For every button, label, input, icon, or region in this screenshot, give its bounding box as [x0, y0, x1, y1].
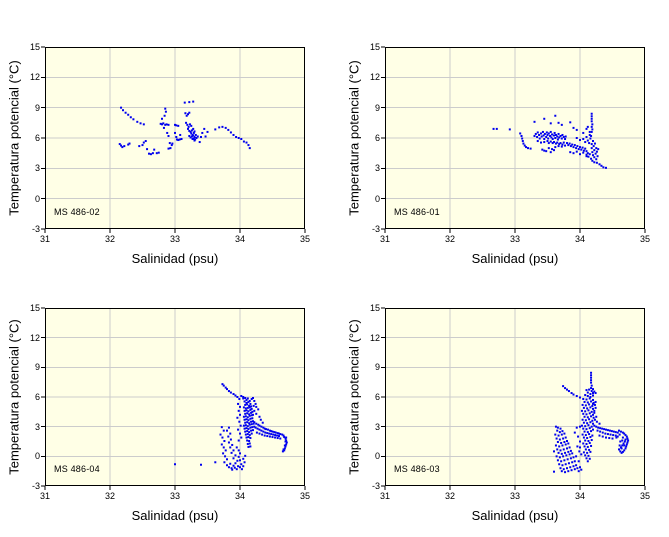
station-label: MS 486-04 [54, 464, 100, 474]
y-tick-label: 0 [34, 193, 40, 204]
y-tick-label: 12 [29, 72, 40, 83]
y-tick-label: 6 [34, 392, 40, 402]
station-label: MS 486-02 [54, 207, 100, 217]
x-tick-label: 32 [104, 491, 115, 501]
scatter-plot-canvas [381, 46, 646, 233]
x-tick-label: 35 [299, 234, 310, 244]
y-tick-label: 6 [34, 133, 40, 143]
y-tick-label: 9 [374, 362, 380, 373]
scatter-plot-canvas [41, 307, 306, 490]
y-tick-label: 9 [34, 102, 40, 113]
y-tick-label: 0 [374, 451, 380, 462]
panel-ms-486-02: Temperatura potencial (°C) Salinidad (ps… [7, 42, 311, 266]
x-tick-label: 35 [299, 491, 310, 501]
panel-ms-486-01: Temperatura potencial (°C) Salinidad (ps… [347, 42, 651, 266]
panel-ms-486-04: Temperatura potencial (°C) Salinidad (ps… [7, 303, 311, 523]
x-tick-label: 34 [574, 491, 585, 501]
station-label: MS 486-03 [394, 464, 440, 474]
y-tick-label: 3 [374, 421, 380, 432]
y-tick-label: 0 [374, 193, 380, 204]
panel-ms-486-03: Temperatura potencial (°C) Salinidad (ps… [347, 303, 651, 523]
x-tick-label: 31 [379, 491, 390, 501]
x-tick-label: 33 [169, 491, 180, 501]
x-tick-label: 35 [639, 234, 650, 244]
x-tick-label: 33 [509, 234, 520, 244]
x-tick-label: 31 [39, 234, 50, 244]
x-axis-title: Salinidad (psu) [131, 508, 219, 523]
scatter-plot-canvas [381, 307, 646, 490]
y-tick-label: 15 [29, 303, 40, 313]
y-tick-label: -3 [31, 481, 40, 491]
y-tick-label: 3 [34, 163, 40, 174]
y-tick-label: 6 [374, 133, 380, 143]
station-label: MS 486-01 [394, 207, 440, 217]
y-tick-label: 3 [34, 421, 40, 432]
x-axis-title: Salinidad (psu) [131, 251, 219, 266]
x-axis-title: Salinidad (psu) [471, 251, 559, 266]
x-tick-label: 31 [379, 234, 390, 244]
x-tick-label: 32 [444, 491, 455, 501]
x-tick-label: 34 [234, 491, 245, 501]
x-axis-title: Salinidad (psu) [471, 508, 559, 523]
y-tick-label: 15 [369, 42, 380, 52]
x-tick-label: 32 [444, 234, 455, 244]
y-tick-label: 15 [29, 42, 40, 52]
y-tick-label: 3 [374, 163, 380, 174]
x-tick-label: 34 [234, 234, 245, 244]
y-tick-label: 12 [369, 332, 380, 343]
y-tick-label: -3 [371, 481, 380, 491]
y-tick-label: 15 [369, 303, 380, 313]
x-tick-label: 34 [574, 234, 585, 244]
x-tick-label: 32 [104, 234, 115, 244]
y-tick-label: 12 [369, 72, 380, 83]
y-tick-label: 0 [34, 451, 40, 462]
scatter-plot-canvas [41, 46, 306, 233]
x-tick-label: 33 [509, 491, 520, 501]
y-tick-label: 9 [34, 362, 40, 373]
y-tick-label: 6 [374, 392, 380, 402]
x-tick-label: 33 [169, 234, 180, 244]
y-tick-label: -3 [371, 224, 380, 234]
x-tick-label: 31 [39, 491, 50, 501]
y-tick-label: 12 [29, 332, 40, 343]
x-tick-label: 35 [639, 491, 650, 501]
y-tick-label: -3 [31, 224, 40, 234]
y-tick-label: 9 [374, 102, 380, 113]
